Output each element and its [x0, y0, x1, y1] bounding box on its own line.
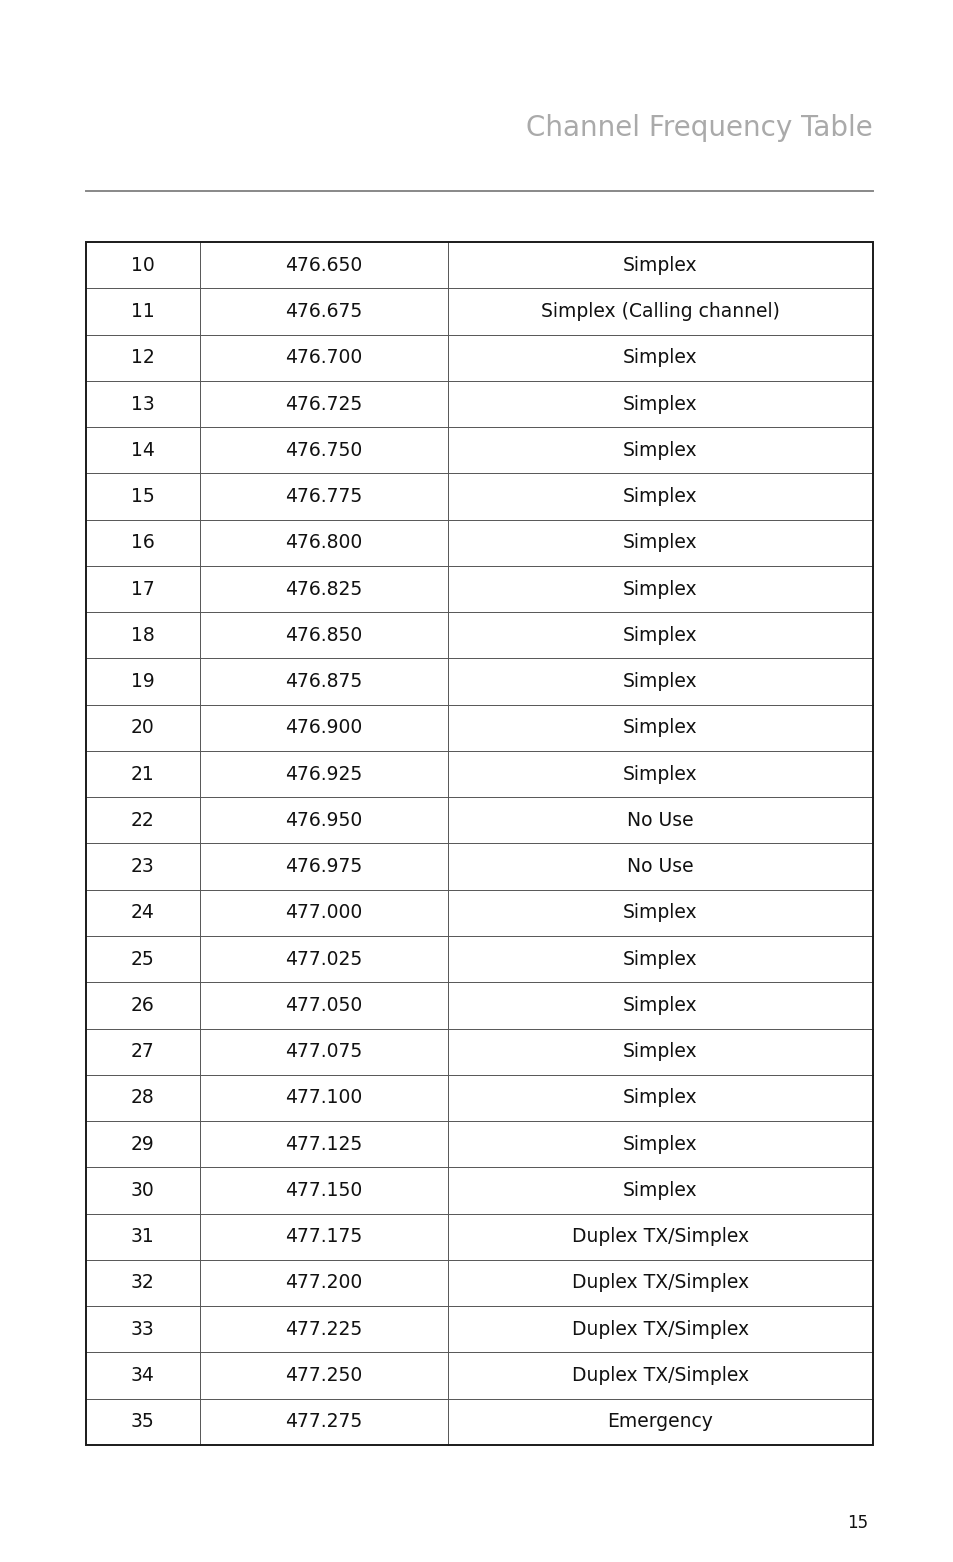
Text: 477.050: 477.050: [285, 997, 362, 1015]
Text: 25: 25: [131, 950, 154, 968]
Text: 26: 26: [131, 997, 154, 1015]
Text: 28: 28: [131, 1089, 154, 1107]
Text: 477.000: 477.000: [285, 903, 362, 923]
Text: Simplex (Calling channel): Simplex (Calling channel): [540, 301, 779, 322]
Text: Simplex: Simplex: [622, 719, 697, 737]
Text: 15: 15: [131, 487, 154, 506]
Text: Simplex: Simplex: [622, 950, 697, 968]
Text: 476.850: 476.850: [285, 626, 362, 645]
Text: 24: 24: [131, 903, 154, 923]
Text: Simplex: Simplex: [622, 672, 697, 690]
Text: 33: 33: [131, 1320, 154, 1339]
Text: 13: 13: [131, 395, 154, 414]
Text: 476.975: 476.975: [285, 858, 362, 876]
Text: 477.150: 477.150: [285, 1181, 362, 1200]
Text: 23: 23: [131, 858, 154, 876]
Text: Simplex: Simplex: [622, 1181, 697, 1200]
Text: Simplex: Simplex: [622, 1089, 697, 1107]
Text: 476.800: 476.800: [285, 533, 362, 553]
Text: 477.275: 477.275: [285, 1412, 362, 1431]
Text: Simplex: Simplex: [622, 1042, 697, 1061]
Text: 20: 20: [131, 719, 154, 737]
Text: 21: 21: [131, 764, 154, 784]
Text: 10: 10: [131, 256, 154, 275]
Text: Simplex: Simplex: [622, 1134, 697, 1154]
Text: Simplex: Simplex: [622, 395, 697, 414]
Text: 476.700: 476.700: [285, 348, 362, 367]
Text: 476.950: 476.950: [285, 811, 362, 829]
Text: 18: 18: [131, 626, 154, 645]
Text: 22: 22: [131, 811, 154, 829]
Text: 477.225: 477.225: [285, 1320, 362, 1339]
Text: Simplex: Simplex: [622, 440, 697, 459]
Text: Simplex: Simplex: [622, 764, 697, 784]
Text: Simplex: Simplex: [622, 997, 697, 1015]
Text: Emergency: Emergency: [607, 1412, 713, 1431]
Text: No Use: No Use: [626, 811, 693, 829]
Text: 476.750: 476.750: [285, 440, 362, 459]
Text: 477.100: 477.100: [285, 1089, 362, 1107]
Text: Duplex TX/Simplex: Duplex TX/Simplex: [571, 1273, 748, 1292]
Text: Simplex: Simplex: [622, 487, 697, 506]
Text: 476.875: 476.875: [285, 672, 362, 690]
Text: 476.650: 476.650: [285, 256, 362, 275]
Text: 477.075: 477.075: [285, 1042, 362, 1061]
Text: 477.175: 477.175: [285, 1228, 362, 1246]
Text: Duplex TX/Simplex: Duplex TX/Simplex: [571, 1365, 748, 1385]
Text: 17: 17: [131, 580, 154, 598]
Text: Simplex: Simplex: [622, 580, 697, 598]
Text: 15: 15: [846, 1514, 867, 1532]
Text: 27: 27: [131, 1042, 154, 1061]
Text: 31: 31: [131, 1228, 154, 1246]
Text: Simplex: Simplex: [622, 626, 697, 645]
Text: 35: 35: [131, 1412, 154, 1431]
Text: 477.250: 477.250: [285, 1365, 362, 1385]
Text: 14: 14: [131, 440, 154, 459]
Text: Channel Frequency Table: Channel Frequency Table: [526, 114, 872, 142]
Text: 477.025: 477.025: [285, 950, 362, 968]
Text: Duplex TX/Simplex: Duplex TX/Simplex: [571, 1320, 748, 1339]
Text: Simplex: Simplex: [622, 903, 697, 923]
Text: 19: 19: [131, 672, 154, 690]
Text: 30: 30: [131, 1181, 154, 1200]
Text: Simplex: Simplex: [622, 533, 697, 553]
Text: 476.925: 476.925: [285, 764, 362, 784]
Text: Duplex TX/Simplex: Duplex TX/Simplex: [571, 1228, 748, 1246]
Text: 11: 11: [131, 301, 154, 322]
Text: 16: 16: [131, 533, 154, 553]
Text: Simplex: Simplex: [622, 256, 697, 275]
Text: Simplex: Simplex: [622, 348, 697, 367]
Text: 476.775: 476.775: [285, 487, 362, 506]
Text: 476.900: 476.900: [285, 719, 362, 737]
Text: 476.725: 476.725: [285, 395, 362, 414]
Text: 476.825: 476.825: [285, 580, 362, 598]
Text: No Use: No Use: [626, 858, 693, 876]
Text: 12: 12: [131, 348, 154, 367]
Text: 477.125: 477.125: [285, 1134, 362, 1154]
Text: 476.675: 476.675: [285, 301, 362, 322]
Bar: [86, 242, 872, 1445]
Text: 477.200: 477.200: [285, 1273, 362, 1292]
Text: 29: 29: [131, 1134, 154, 1154]
Text: 32: 32: [131, 1273, 154, 1292]
Text: 34: 34: [131, 1365, 154, 1385]
